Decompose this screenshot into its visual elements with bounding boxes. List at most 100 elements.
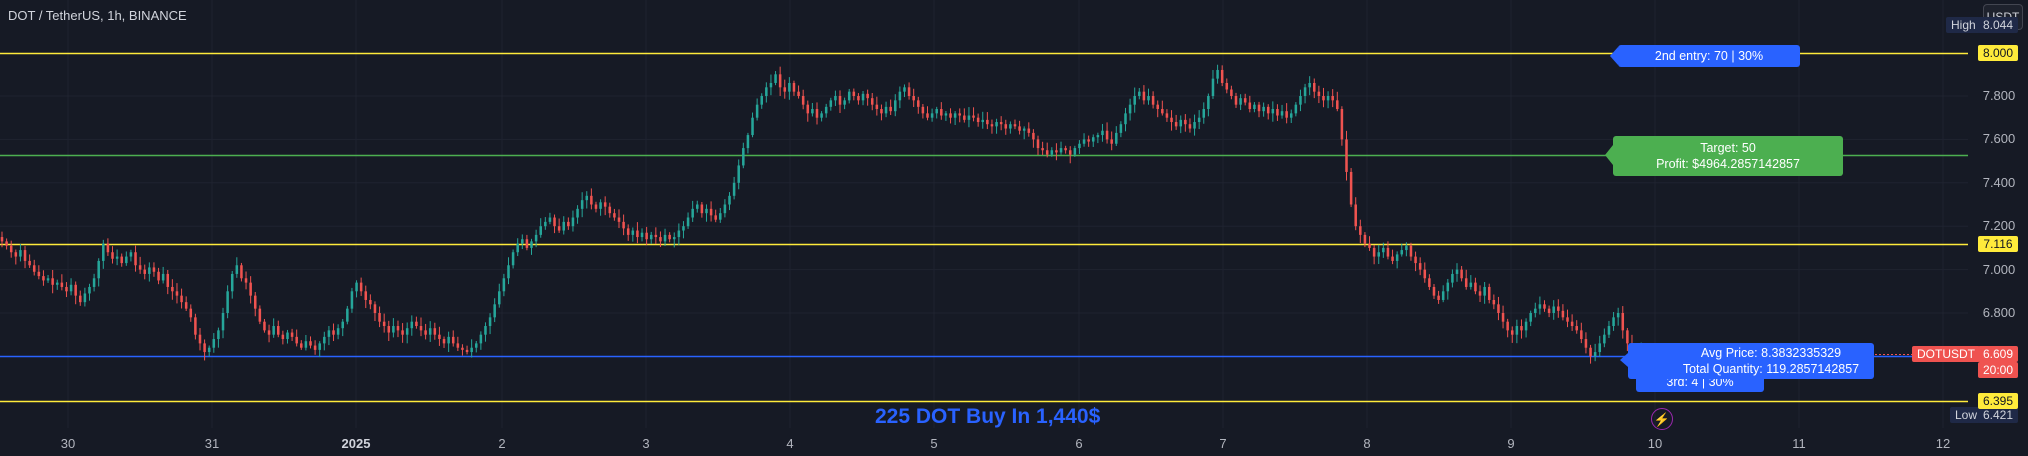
candle-body — [249, 282, 252, 296]
candle-body — [1202, 109, 1206, 118]
candle-89 — [410, 315, 414, 336]
candle-81 — [373, 301, 377, 322]
candle-body — [949, 113, 952, 118]
candle-body — [410, 321, 414, 329]
candle-body — [102, 243, 105, 261]
candle-body — [433, 328, 437, 335]
candle-118 — [544, 217, 547, 230]
target-box[interactable]: Target: 50 Profit: $4964.2857142857 — [1613, 136, 1843, 176]
lightning-icon[interactable]: ⚡ — [1651, 408, 1673, 430]
candle-body — [327, 330, 331, 337]
candle-body — [852, 91, 856, 96]
candle-273 — [1257, 101, 1261, 118]
candle-207 — [953, 111, 957, 125]
candle-0 — [0, 231, 4, 248]
candle-191 — [880, 104, 883, 121]
candle-277 — [1276, 104, 1279, 121]
candle-body — [69, 284, 73, 292]
candle-body — [1543, 304, 1546, 309]
candle-229 — [1055, 143, 1058, 161]
candle-126 — [580, 192, 584, 218]
candle-289 — [1331, 89, 1334, 108]
candle-body — [603, 202, 607, 207]
candle-body — [1598, 343, 1602, 353]
candle-body — [369, 299, 372, 305]
candle-body — [419, 326, 423, 331]
candle-201 — [926, 106, 929, 121]
candle-242 — [1115, 126, 1118, 147]
candle-75 — [346, 305, 349, 325]
candle-body — [230, 273, 234, 292]
candle-226 — [1041, 141, 1044, 156]
candle-body — [244, 278, 248, 283]
candle-body — [1529, 313, 1532, 322]
candle-220 — [1013, 119, 1017, 130]
candle-38 — [175, 283, 179, 304]
candle-156 — [719, 207, 722, 223]
candle-body — [1418, 263, 1422, 270]
candle-body — [295, 336, 298, 344]
candle-body — [1243, 98, 1247, 103]
candle-body — [953, 113, 957, 118]
candle-body — [1299, 96, 1302, 105]
candle-body — [1101, 130, 1104, 136]
candle-body — [677, 230, 681, 238]
candle-body — [995, 122, 998, 127]
candle-body — [55, 282, 59, 285]
candle-300 — [1382, 242, 1385, 258]
candle-body — [203, 343, 206, 353]
candle-body — [820, 113, 823, 118]
candle-178 — [820, 111, 823, 122]
candle-127 — [585, 191, 589, 209]
candle-body — [1036, 139, 1040, 149]
x-tick-0: 30 — [60, 436, 76, 451]
candle-body — [571, 217, 575, 227]
candle-128 — [590, 188, 593, 210]
candle-159 — [732, 176, 736, 200]
candle-25 — [115, 249, 119, 266]
high-label: High — [1946, 17, 1981, 34]
avg-price-box[interactable]: Avg Price: 8.3832335329 Total Quantity: … — [1628, 343, 1874, 379]
candle-body — [143, 269, 147, 274]
candle-body — [115, 256, 119, 259]
candle-body — [1271, 109, 1275, 114]
candle-body — [1534, 308, 1537, 313]
candle-137 — [631, 227, 635, 242]
candle-167 — [769, 74, 773, 96]
candle-219 — [1009, 121, 1012, 134]
candle-body — [921, 106, 925, 114]
candle-body — [350, 291, 354, 309]
candle-202 — [930, 108, 934, 122]
level-8000-tag: 8.000 — [1978, 44, 2018, 61]
candle-body — [1561, 310, 1565, 318]
candle-body — [300, 343, 303, 348]
candle-234 — [1078, 140, 1081, 154]
candle-123 — [567, 217, 570, 230]
candle-body — [751, 117, 754, 136]
candle-body — [889, 106, 892, 112]
avg-price-line: Avg Price: 8.3832335329 — [1700, 346, 1842, 360]
candle-body — [355, 282, 358, 292]
candle-body — [1363, 234, 1367, 244]
candle-4 — [19, 244, 22, 262]
candle-body — [207, 347, 211, 353]
candle-body — [364, 291, 368, 300]
second-entry-box[interactable]: 2nd entry: 70 | 30% — [1618, 45, 1800, 67]
candle-body — [1607, 326, 1611, 335]
candle-77 — [355, 280, 358, 298]
candle-214 — [986, 112, 989, 130]
candle-133 — [613, 208, 616, 221]
candle-body — [1004, 124, 1008, 129]
candle-body — [277, 326, 280, 335]
candle-105 — [484, 322, 487, 342]
candle-body — [626, 228, 630, 235]
candle-body — [1119, 124, 1123, 133]
candle-body — [180, 295, 183, 303]
candle-body — [465, 349, 469, 353]
candle-353 — [1626, 327, 1629, 351]
candle-78 — [359, 277, 363, 296]
candle-216 — [995, 118, 998, 134]
candle-body — [226, 291, 229, 313]
candle-93 — [428, 321, 432, 342]
candle-65 — [300, 340, 303, 350]
